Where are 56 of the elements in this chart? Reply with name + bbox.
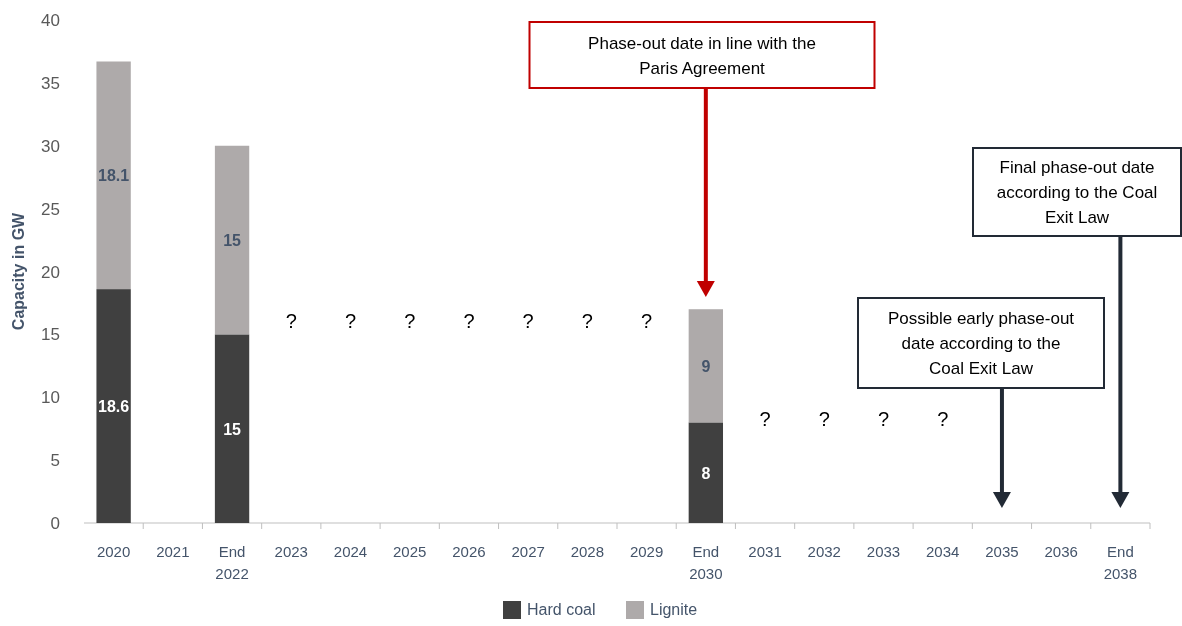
- annotation: Possible early phase-out date according to the Coal Exit Law: [887, 309, 1075, 378]
- x-tick-label: 2029: [629, 543, 664, 560]
- bar: [96, 61, 131, 290]
- y-tick-label: 35: [41, 73, 60, 93]
- x-tick-label: 2026: [452, 543, 486, 560]
- x-tick-label: 2036: [1044, 543, 1078, 560]
- x-tick-label: 2023: [274, 543, 308, 560]
- y-axis-title: Capacity in GW: [10, 211, 27, 331]
- data-label: 18.6: [98, 398, 130, 416]
- data-label: 8: [701, 464, 711, 482]
- annotation: ?: [404, 310, 416, 332]
- bar: [214, 334, 250, 523]
- x-tick-label: 2031: [748, 543, 782, 560]
- data-label: 15: [223, 232, 242, 250]
- y-tick-label: 15: [41, 325, 60, 345]
- x-tick-label: 2025: [393, 543, 427, 560]
- bar: [688, 309, 724, 423]
- annotation: Final phase-out date according to the Coal Exit Law: [996, 158, 1158, 227]
- bar: [688, 422, 724, 523]
- annotation: ?: [522, 310, 534, 332]
- y-tick-label: 10: [41, 388, 60, 408]
- annotation: ?: [581, 310, 593, 332]
- annotation: ?: [641, 310, 653, 332]
- annotation: ?: [937, 408, 949, 430]
- y-tick-label: 40: [41, 11, 60, 30]
- annotation: ?: [818, 408, 830, 430]
- y-tick-label: 5: [50, 451, 60, 471]
- x-tick-label: 2032: [807, 543, 841, 560]
- annotation: ?: [877, 408, 890, 430]
- annotation: ?: [759, 408, 771, 430]
- x-tick-label: 2020: [96, 543, 131, 560]
- data-label: 18.1: [98, 167, 130, 185]
- x-tick-label: End 2038: [1103, 543, 1138, 582]
- data-label: 9: [701, 357, 711, 375]
- y-tick-label: 30: [41, 136, 60, 156]
- y-tick-label: 20: [41, 262, 60, 282]
- legend-label: Lignite: [650, 601, 698, 618]
- x-tick-label: 2035: [985, 543, 1019, 560]
- annotation: Phase-out date in line with the Paris Agreement: [588, 33, 816, 78]
- y-tick-label: 0: [50, 514, 60, 533]
- bar: [214, 145, 250, 335]
- annotation: ?: [285, 310, 297, 332]
- x-tick-label: 2024: [333, 543, 368, 560]
- x-tick-label: 2027: [511, 543, 545, 560]
- x-tick-label: 2028: [570, 543, 605, 560]
- data-label: 15: [223, 420, 242, 438]
- annotation: ?: [344, 310, 357, 332]
- legend-label: Hard coal: [527, 601, 596, 618]
- x-tick-label: 2034: [926, 543, 960, 560]
- x-tick-label: 2021: [156, 543, 190, 560]
- annotation: ?: [463, 310, 475, 332]
- y-tick-label: 25: [41, 199, 60, 219]
- x-tick-label: End 2030: [689, 543, 723, 582]
- x-tick-label: 2033: [866, 543, 901, 560]
- bar: [96, 289, 131, 523]
- x-tick-label: End 2022: [215, 543, 249, 582]
